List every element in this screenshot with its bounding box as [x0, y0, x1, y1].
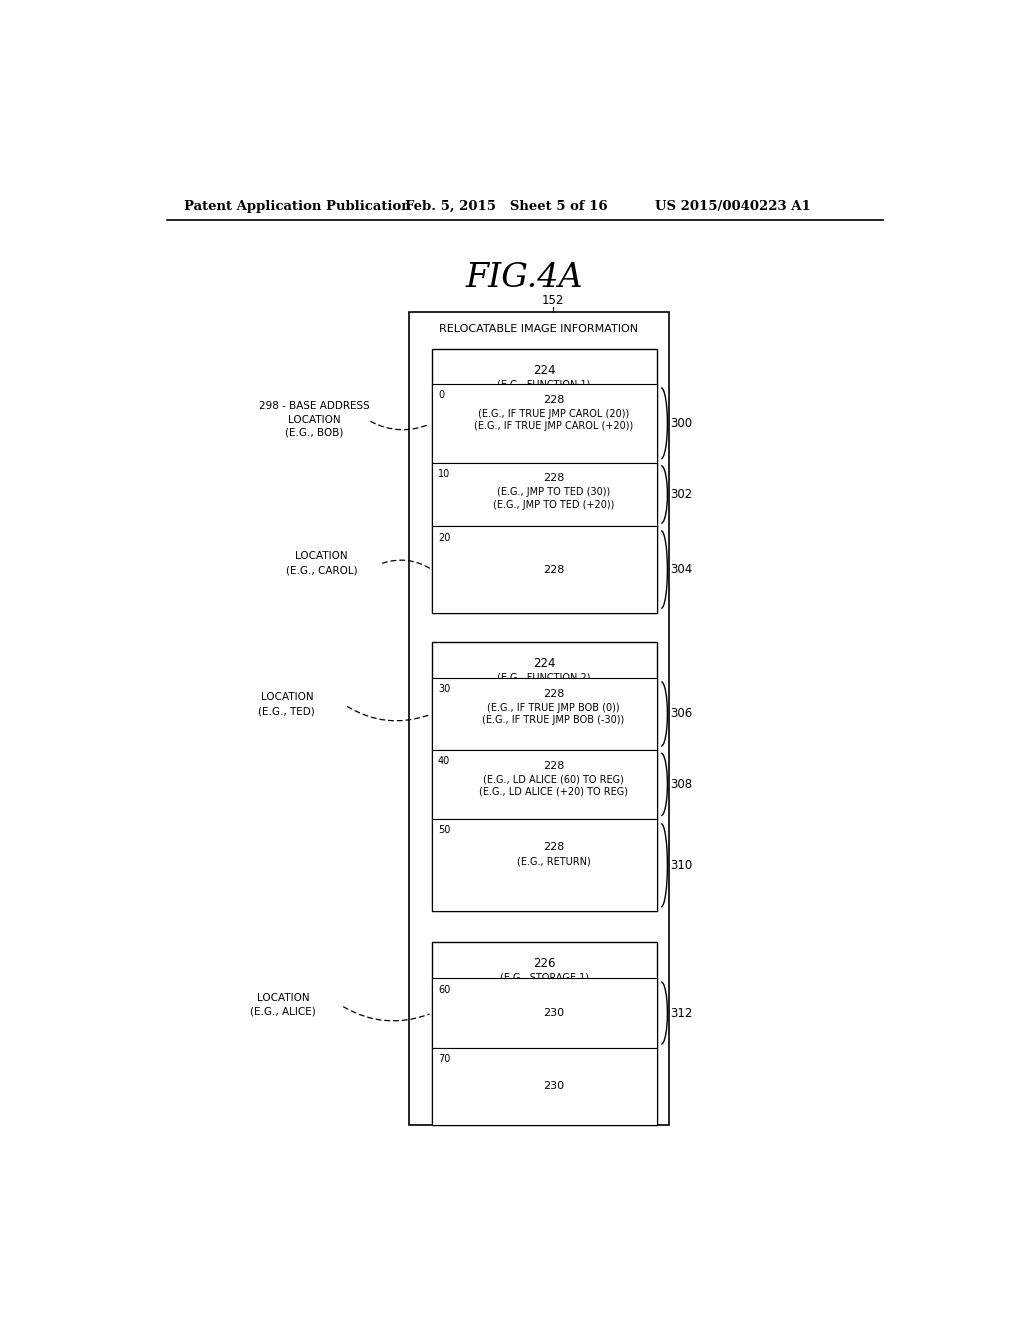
- Text: 152: 152: [542, 294, 564, 308]
- Text: Patent Application Publication: Patent Application Publication: [183, 199, 411, 213]
- Text: (E.G., CAROL): (E.G., CAROL): [286, 565, 357, 576]
- Bar: [432, 384, 656, 462]
- Text: (E.G., JMP TO TED (30)): (E.G., JMP TO TED (30)): [497, 487, 610, 498]
- Text: 40: 40: [438, 756, 451, 766]
- Text: 70: 70: [438, 1053, 451, 1064]
- Bar: [432, 527, 656, 612]
- Text: 230: 230: [543, 1008, 564, 1018]
- Text: 228: 228: [543, 474, 564, 483]
- Text: (E.G., LD ALICE (60) TO REG): (E.G., LD ALICE (60) TO REG): [483, 775, 624, 784]
- Text: 226: 226: [532, 957, 555, 970]
- Bar: [432, 750, 656, 818]
- Text: 224: 224: [532, 657, 555, 671]
- FancyArrowPatch shape: [371, 421, 429, 430]
- Text: (E.G., TED): (E.G., TED): [258, 706, 315, 717]
- Text: FIG.4A: FIG.4A: [466, 261, 584, 294]
- Text: 298 - BASE ADDRESS: 298 - BASE ADDRESS: [259, 401, 370, 412]
- FancyArrowPatch shape: [343, 1007, 429, 1020]
- Bar: [432, 462, 656, 527]
- Text: (E.G., BOB): (E.G., BOB): [285, 428, 343, 437]
- Text: 0: 0: [438, 391, 444, 400]
- Text: (E.G., FUNCTION 1): (E.G., FUNCTION 1): [498, 380, 591, 389]
- Text: (E.G., JMP TO TED (+20)): (E.G., JMP TO TED (+20)): [493, 499, 614, 510]
- Text: RELOCATABLE IMAGE INFORMATION: RELOCATABLE IMAGE INFORMATION: [439, 325, 638, 334]
- Text: 50: 50: [438, 825, 451, 836]
- Text: US 2015/0040223 A1: US 2015/0040223 A1: [655, 199, 811, 213]
- Text: 306: 306: [671, 708, 693, 721]
- Text: (E.G., RETURN): (E.G., RETURN): [516, 857, 591, 866]
- Text: LOCATION: LOCATION: [296, 552, 348, 561]
- Text: 228: 228: [543, 395, 564, 405]
- Bar: [432, 942, 656, 1125]
- Text: 312: 312: [671, 1007, 693, 1019]
- Bar: [432, 350, 656, 612]
- Bar: [432, 1048, 656, 1125]
- Text: (E.G., IF TRUE JMP BOB (-30)): (E.G., IF TRUE JMP BOB (-30)): [482, 715, 625, 725]
- FancyArrowPatch shape: [347, 706, 429, 721]
- Text: (E.G., STORAGE 1): (E.G., STORAGE 1): [500, 973, 589, 982]
- Text: 230: 230: [543, 1081, 564, 1092]
- Text: LOCATION: LOCATION: [257, 993, 309, 1003]
- Text: (E.G., FUNCTION 2): (E.G., FUNCTION 2): [498, 672, 591, 682]
- Text: 60: 60: [438, 985, 451, 994]
- Text: 228: 228: [543, 689, 564, 698]
- Text: 308: 308: [671, 777, 692, 791]
- Text: 224: 224: [532, 364, 555, 378]
- Bar: [432, 642, 656, 911]
- Text: 228: 228: [543, 842, 564, 853]
- Bar: [432, 818, 656, 911]
- Text: (E.G., IF TRUE JMP CAROL (+20)): (E.G., IF TRUE JMP CAROL (+20)): [474, 421, 633, 430]
- Bar: [409, 313, 669, 1125]
- Bar: [432, 978, 656, 1048]
- Text: 302: 302: [671, 488, 693, 502]
- Text: (E.G., ALICE): (E.G., ALICE): [250, 1007, 315, 1016]
- Text: 228: 228: [543, 565, 564, 574]
- Text: Feb. 5, 2015   Sheet 5 of 16: Feb. 5, 2015 Sheet 5 of 16: [406, 199, 608, 213]
- Text: 20: 20: [438, 533, 451, 543]
- Text: (E.G., IF TRUE JMP CAROL (20)): (E.G., IF TRUE JMP CAROL (20)): [478, 409, 629, 418]
- Text: LOCATION: LOCATION: [288, 416, 340, 425]
- FancyArrowPatch shape: [383, 560, 429, 568]
- Text: (E.G., IF TRUE JMP BOB (0)): (E.G., IF TRUE JMP BOB (0)): [487, 702, 620, 713]
- Text: 228: 228: [543, 760, 564, 771]
- Text: (E.G., LD ALICE (+20) TO REG): (E.G., LD ALICE (+20) TO REG): [479, 787, 628, 797]
- Bar: [432, 678, 656, 750]
- Text: LOCATION: LOCATION: [260, 693, 313, 702]
- Text: 300: 300: [671, 417, 692, 430]
- Text: 310: 310: [671, 859, 693, 871]
- Text: 30: 30: [438, 684, 451, 694]
- Text: 10: 10: [438, 469, 451, 479]
- Text: 304: 304: [671, 564, 693, 576]
